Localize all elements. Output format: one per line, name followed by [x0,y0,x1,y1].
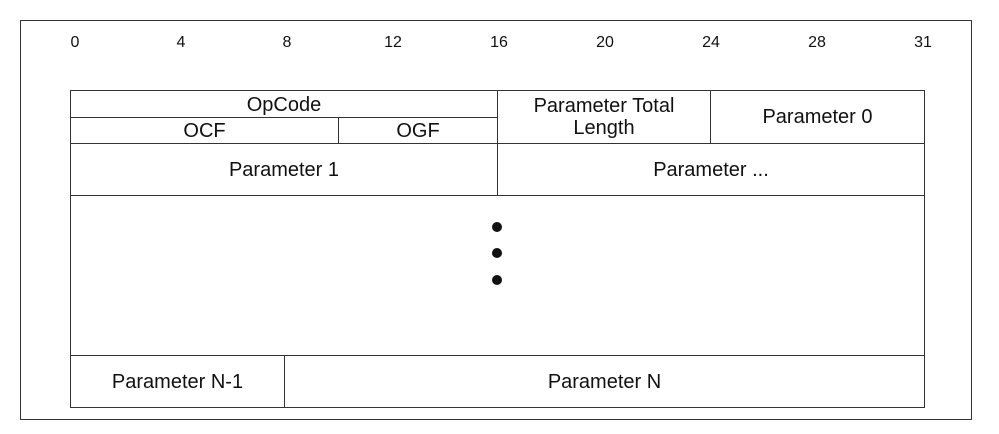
dot [492,248,502,258]
bit-label: 24 [702,34,720,51]
bit-label: 31 [914,34,932,51]
frame [20,20,972,420]
parameter-n-minus-1: Parameter N-1 [70,355,285,408]
parameter-0: Parameter 0 [710,90,925,144]
dot [492,222,502,232]
parameter-total-length: Parameter Total Length [497,90,711,144]
bit-label: 28 [808,34,826,51]
bit-label: 8 [282,34,292,51]
bit-label: 12 [384,34,402,51]
parameter-1: Parameter 1 [70,143,498,196]
ogf: OGF [338,117,498,144]
bit-label: 20 [596,34,614,51]
opcode: OpCode [70,90,498,118]
parameter-more: Parameter ... [497,143,925,196]
dot [492,275,502,285]
parameter-n: Parameter N [284,355,925,408]
ocf: OCF [70,117,339,144]
bit-label: 0 [70,34,80,51]
bit-label: 4 [176,34,186,51]
bit-label: 16 [490,34,508,51]
